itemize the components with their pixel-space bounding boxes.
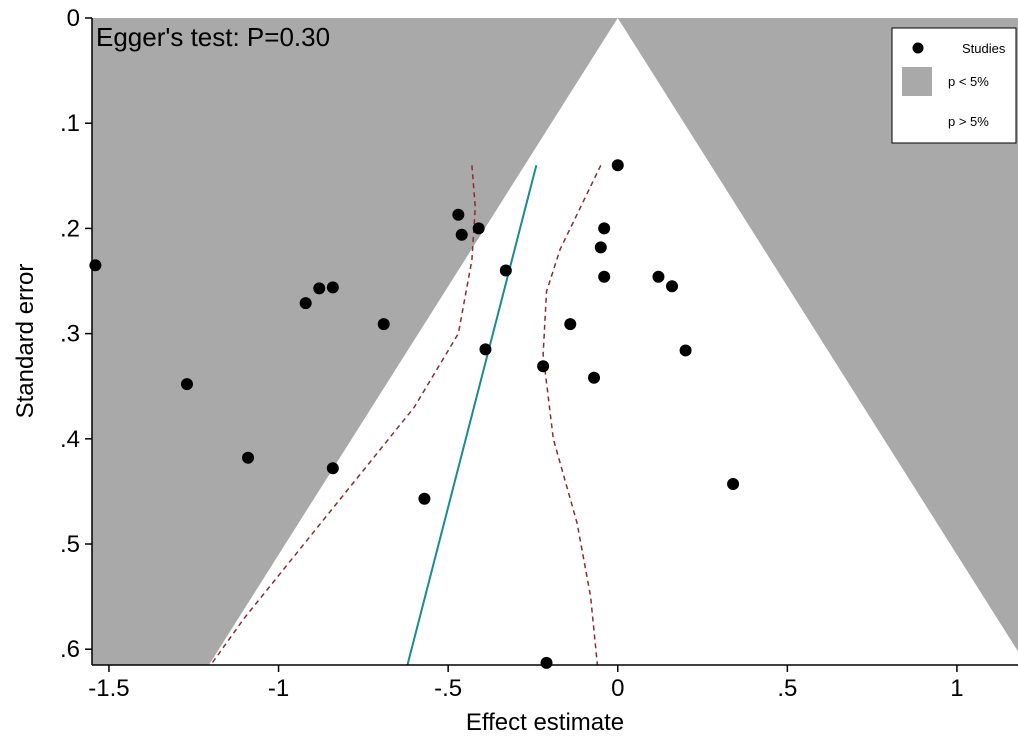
y-tick-label: .6 [60, 636, 80, 663]
study-point [499, 264, 512, 277]
study-point [472, 222, 485, 235]
study-point [455, 228, 468, 241]
legend-label-studies: Studies [962, 41, 1006, 56]
study-point [594, 241, 607, 254]
study-point [299, 297, 312, 310]
x-tick-label: -1.5 [88, 675, 129, 702]
study-point [326, 462, 339, 475]
study-point [679, 344, 692, 357]
legend-label-nonsignificant: p > 5% [948, 114, 989, 129]
study-point [666, 280, 679, 293]
study-point [598, 222, 611, 235]
x-tick-label: -1 [268, 675, 289, 702]
legend-label-significant: p < 5% [948, 74, 989, 89]
lower-confidence-curve [210, 165, 477, 665]
study-point [180, 378, 193, 391]
x-axis-title: Effect estimate [466, 709, 624, 736]
y-tick-label: 0 [67, 5, 80, 32]
x-tick-label: -.5 [434, 675, 462, 702]
x-tick-label: 1 [950, 675, 963, 702]
study-point [588, 371, 601, 384]
study-point [727, 478, 740, 491]
study-point [598, 270, 611, 283]
study-point [418, 492, 431, 505]
y-tick-label: .4 [60, 426, 80, 453]
y-tick-label: .2 [60, 215, 80, 242]
y-axis-title: Standard error [12, 264, 39, 419]
y-tick-label: .5 [60, 531, 80, 558]
legend-gray-swatch-icon [902, 67, 932, 96]
study-point [326, 281, 339, 294]
x-tick-label: 0 [611, 675, 624, 702]
nonsignificant-funnel-region [208, 18, 1018, 665]
legend-studies-dot-icon [912, 42, 924, 54]
study-point [377, 318, 390, 331]
study-point [611, 159, 624, 172]
study-point [652, 270, 665, 283]
study-point [452, 208, 465, 221]
study-point [89, 259, 102, 272]
y-tick-label: .3 [60, 321, 80, 348]
study-point [537, 360, 550, 373]
legend: Studies p < 5% p > 5% [891, 27, 1017, 144]
egger-test-annotation: Egger's test: P=0.30 [96, 22, 330, 52]
study-point [242, 451, 255, 464]
study-point [540, 656, 553, 669]
egger-regression-line [406, 165, 538, 665]
y-tick-label: .1 [60, 110, 80, 137]
study-point [313, 282, 326, 295]
x-tick-label: .5 [777, 675, 797, 702]
upper-confidence-curve [542, 164, 602, 665]
study-point [479, 343, 492, 356]
study-point [564, 318, 577, 331]
